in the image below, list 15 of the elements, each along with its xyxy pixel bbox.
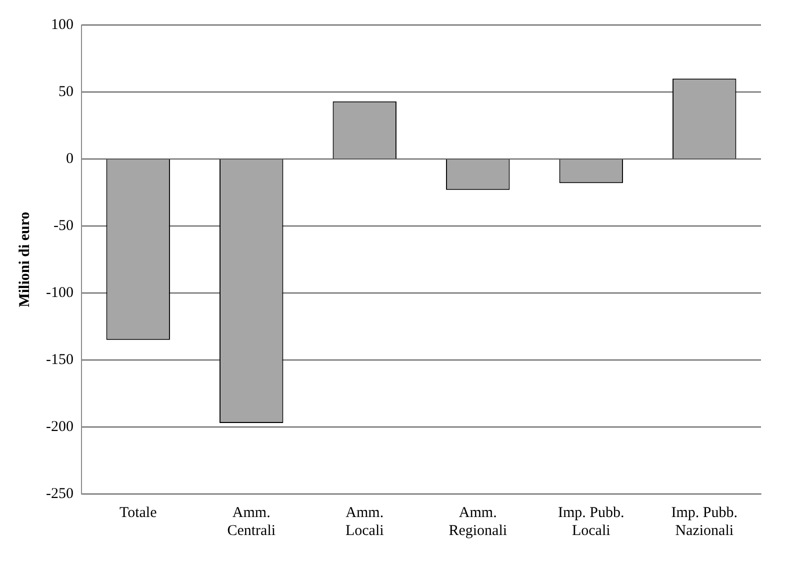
x-tick-label: Imp. Pubb. Locali <box>558 504 624 539</box>
y-tick-label: 50 <box>58 84 74 100</box>
y-tick-label: -200 <box>46 418 74 435</box>
x-tick-label: Totale <box>119 504 158 521</box>
x-tick-label: Amm. Centrali <box>227 504 276 539</box>
y-tick-label: -150 <box>46 352 74 368</box>
y-tick-label: 100 <box>50 16 74 33</box>
x-tick-label: Imp. Pubb. Nazionali <box>671 504 738 539</box>
y-tick-label: -250 <box>46 486 74 502</box>
x-tick-label: Amm. Regionali <box>448 504 508 539</box>
y-tick-label: -50 <box>53 218 74 234</box>
y-tick-label: -100 <box>46 284 74 301</box>
x-tick-label: Amm. Locali <box>345 504 384 539</box>
y-tick-label: 0 <box>66 150 74 167</box>
y-axis-title: Milioni di euro <box>16 212 33 308</box>
